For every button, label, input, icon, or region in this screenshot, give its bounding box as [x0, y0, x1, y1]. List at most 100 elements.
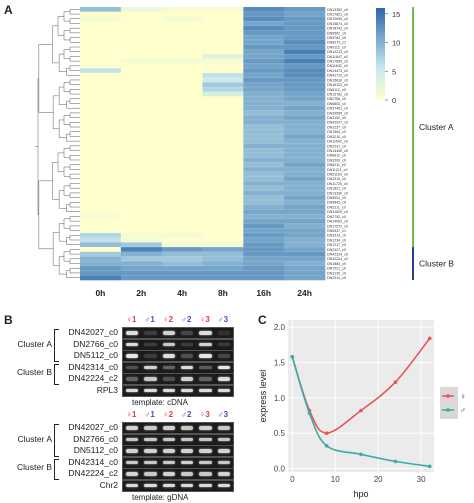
heatmap-cell: [120, 223, 162, 229]
heatmap-cell: [243, 209, 285, 215]
heatmap-cell: [284, 87, 326, 93]
heatmap-cell: [80, 152, 122, 158]
heatmap-cell: [243, 58, 285, 64]
gel-band: [217, 426, 230, 430]
heatmap-cell: [161, 58, 203, 64]
heatmap-cell: [161, 251, 203, 257]
heatmap-cell: [80, 176, 122, 182]
heatmap-cell: [202, 96, 244, 102]
heatmap-cell: [202, 63, 244, 69]
heatmap-cell: [243, 138, 285, 144]
x-tick-label: 10: [331, 475, 340, 484]
timepoint-label: 8h: [218, 288, 228, 298]
y-tick-label: 1.0: [274, 394, 286, 403]
gene-label: DN78742_c0: [327, 27, 348, 31]
gel-band: [217, 365, 230, 369]
gene-label: DN1884_c0: [327, 262, 346, 266]
gel-cluster-b-label: Cluster B: [17, 367, 52, 378]
heatmap-cell: [80, 275, 122, 281]
heatmap-cell: [202, 185, 244, 191]
gel-band: [199, 354, 212, 358]
legend-marker: [446, 394, 450, 398]
heatmap-cell: [284, 214, 326, 220]
heatmap-cell: [120, 16, 162, 22]
heatmap-cell: [80, 11, 122, 17]
heatmap-cell: [284, 152, 326, 158]
heatmap-cell: [284, 7, 326, 13]
heatmap-cell: [120, 30, 162, 36]
gel-strip: [122, 338, 234, 351]
gel-band: [199, 483, 212, 487]
gene-label: DN3130_c0: [327, 271, 346, 275]
heatmap-cell: [161, 134, 203, 140]
heatmap-cell: [284, 25, 326, 31]
heatmap-cell: [202, 138, 244, 144]
heatmap-cell: [80, 129, 122, 135]
heatmap-cell: [120, 110, 162, 116]
heatmap-cell: [120, 87, 162, 93]
heatmap-cell: [284, 199, 326, 205]
heatmap-cell: [120, 218, 162, 224]
heatmap-cell: [80, 256, 122, 262]
gene-label: DN8273_c1: [327, 41, 346, 45]
gene-label: DN39955_c0: [327, 111, 348, 115]
heatmap-cell: [202, 91, 244, 97]
heatmap-cell: [284, 275, 326, 281]
heatmap-cell: [120, 181, 162, 187]
heatmap-cell: [202, 157, 244, 163]
template-label: template: gDNA: [132, 493, 189, 502]
heatmap-cell: [161, 101, 203, 107]
heatmap-cell: [284, 138, 326, 144]
heatmap-cell: [284, 58, 326, 64]
heatmap-cell: [202, 232, 244, 238]
heatmap-cell: [161, 96, 203, 102]
legend-entry: ♀: [460, 392, 466, 401]
gel-strip: [122, 384, 234, 397]
heatmap-cell: [120, 49, 162, 55]
gene-label: DN41712_c0: [327, 74, 348, 78]
gel-band: [181, 437, 194, 441]
heatmap-cell: [80, 44, 122, 50]
heatmap-cell: [161, 242, 203, 248]
heatmap-cell: [202, 176, 244, 182]
gel-band: [181, 377, 194, 381]
gene-label: DN2231_c0: [327, 144, 346, 148]
gel-band: [126, 365, 139, 369]
gel-strip: [122, 422, 234, 434]
heatmap-cell: [120, 143, 162, 149]
heatmap-cell: [80, 247, 122, 253]
panel-letter-b: B: [4, 313, 13, 327]
series-point-0: [359, 408, 363, 413]
heatmap-cell: [202, 35, 244, 41]
heatmap-cell: [284, 68, 326, 74]
heatmap-cell: [243, 11, 285, 17]
colorbar-tick: 15: [392, 10, 400, 19]
gel-band: [144, 472, 157, 476]
heatmap-cell: [161, 171, 203, 177]
heatmap-cell: [243, 143, 285, 149]
gel-strip: [122, 433, 234, 446]
template-label: template: cDNA: [132, 398, 189, 407]
gel-row-label: DN42027_c0: [68, 327, 118, 337]
gel-band: [126, 449, 139, 453]
lane-label: ♀1: [126, 315, 137, 324]
colorbar: 15 10 5 0: [376, 8, 400, 105]
gel-strip: [122, 468, 234, 480]
heatmap-cell: [161, 16, 203, 22]
y-tick-label: 0.5: [274, 429, 286, 438]
heatmap-cell: [284, 270, 326, 276]
heatmap-cell: [202, 270, 244, 276]
heatmap-cell: [243, 96, 285, 102]
heatmap-cell: [243, 54, 285, 60]
heatmap-cell: [80, 49, 122, 55]
timepoint-label: 16h: [256, 288, 271, 298]
heatmap-cell: [80, 82, 122, 88]
heatmap-cell: [161, 237, 203, 243]
heatmap-cell: [161, 21, 203, 27]
gene-label: DN16113_c0: [327, 83, 348, 87]
heatmap-cell: [243, 195, 285, 201]
gene-label: DN2314_c0: [327, 276, 346, 280]
heatmap-cell: [202, 82, 244, 88]
heatmap-cell: [284, 54, 326, 60]
heatmap-cell: [202, 119, 244, 125]
